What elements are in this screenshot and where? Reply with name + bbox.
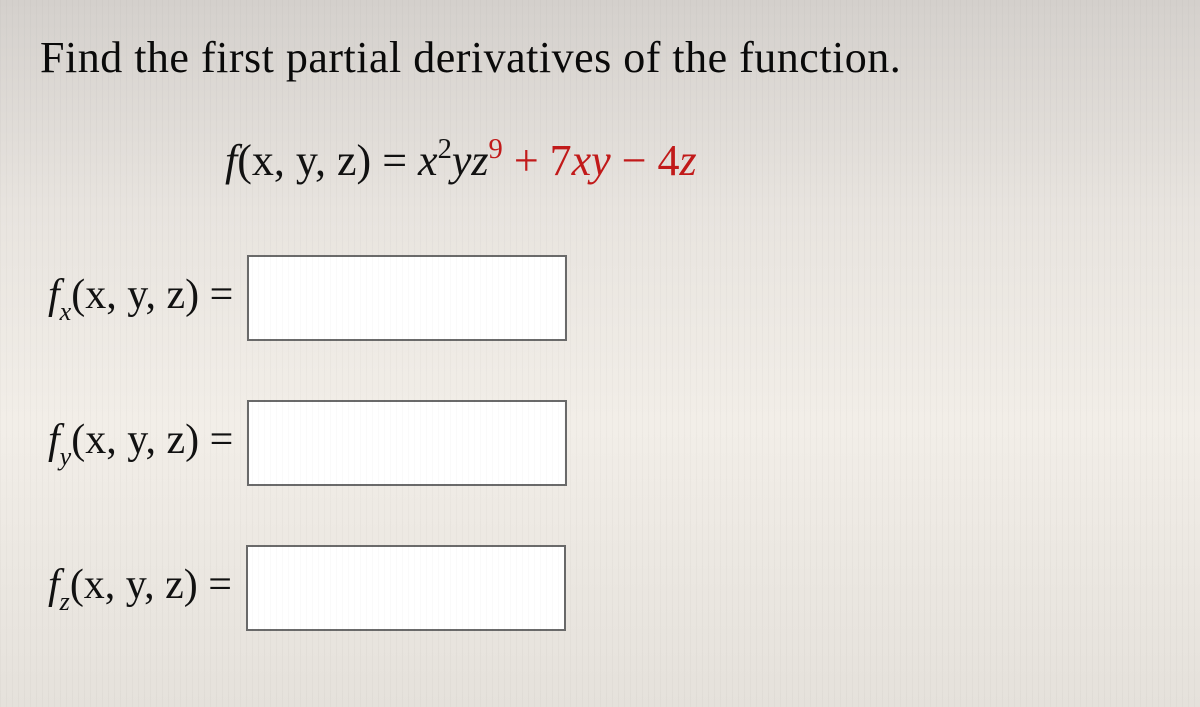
question-prompt: Find the first partial derivatives of th… [40, 32, 1170, 83]
fx-subscript: x [60, 297, 72, 326]
function-definition: f(x, y, z) = x2yz9 + 7xy − 4z [225, 135, 697, 186]
fz-input[interactable] [246, 545, 566, 631]
fx-func: f [48, 272, 60, 318]
fx-row: fx(x, y, z) = [48, 255, 567, 341]
fx-label: fx(x, y, z) = [48, 271, 233, 324]
fy-row: fy(x, y, z) = [48, 400, 567, 486]
fz-equals: = [198, 562, 232, 608]
fx-args: (x, y, z) [71, 272, 199, 318]
fz-subscript: z [60, 587, 70, 616]
term3-coeff: 4 [658, 136, 680, 185]
term1-z-exp: 9 [489, 134, 503, 165]
fn-args: (x, y, z) [237, 136, 371, 185]
fy-args: (x, y, z) [71, 417, 199, 463]
term2-vars: xy [572, 136, 611, 185]
term2-coeff: 7 [550, 136, 572, 185]
term1-x: x [418, 136, 438, 185]
term1-x-exp: 2 [438, 134, 452, 165]
fz-args: (x, y, z) [70, 562, 198, 608]
minus-sign: − [611, 136, 658, 185]
fy-equals: = [199, 417, 233, 463]
question-card: Find the first partial derivatives of th… [0, 0, 1200, 707]
fz-label: fz(x, y, z) = [48, 561, 232, 614]
fy-input[interactable] [247, 400, 567, 486]
term1-y: y [452, 136, 472, 185]
fz-func: f [48, 562, 60, 608]
fy-func: f [48, 417, 60, 463]
fy-subscript: y [60, 442, 72, 471]
fx-equals: = [199, 272, 233, 318]
equals-sign: = [371, 136, 418, 185]
fy-label: fy(x, y, z) = [48, 416, 233, 469]
fz-row: fz(x, y, z) = [48, 545, 566, 631]
fx-input[interactable] [247, 255, 567, 341]
term3-var: z [680, 136, 697, 185]
fn-letter: f [225, 136, 237, 185]
plus-sign: + [503, 136, 550, 185]
term1-z: z [471, 136, 488, 185]
